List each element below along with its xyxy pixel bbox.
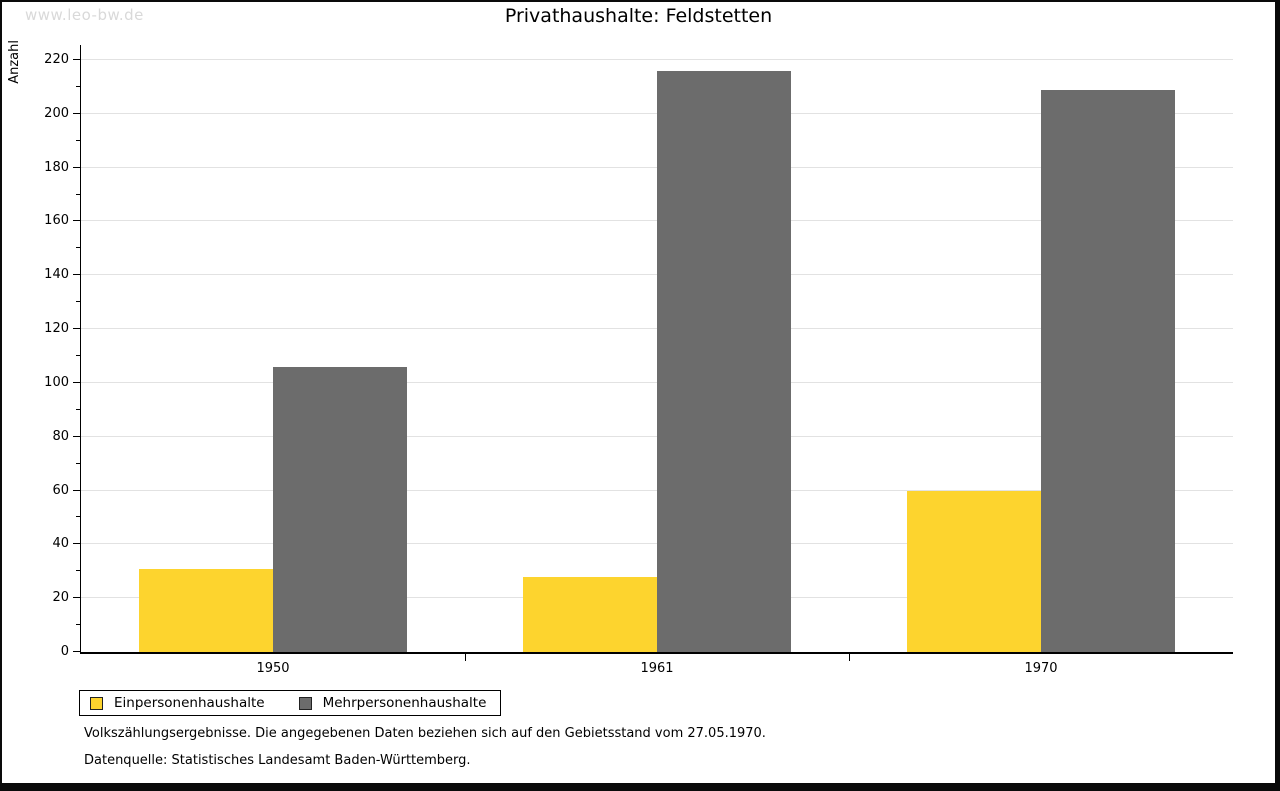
y-tick-label: 180 bbox=[44, 159, 69, 175]
y-tick-label: 140 bbox=[44, 267, 69, 283]
bar-Einpersonenhaushalte-1961 bbox=[523, 576, 657, 652]
y-tick-major bbox=[73, 59, 80, 60]
y-tick-label: 60 bbox=[52, 482, 69, 498]
y-tick-major bbox=[73, 220, 80, 222]
y-tick-major bbox=[73, 597, 80, 599]
y-tick-major bbox=[73, 166, 80, 168]
gridline bbox=[81, 59, 1233, 60]
y-tick-minor bbox=[76, 247, 80, 249]
y-tick-label: 40 bbox=[52, 536, 69, 552]
legend-label: Einpersonenhaushalte bbox=[114, 695, 265, 711]
bar-Einpersonenhaushalte-1950 bbox=[139, 568, 273, 652]
chart-title: Privathaushalte: Feldstetten bbox=[504, 5, 773, 27]
y-tick-major bbox=[73, 543, 80, 545]
y-tick-minor bbox=[76, 570, 80, 572]
plot-area: 0 20 40 60 80 100 120 140 160 180 200 220 1950 1961 19… bbox=[44, 45, 1233, 676]
bar-Mehrpersonenhaushalte-1970 bbox=[1041, 89, 1175, 652]
y-tick-major bbox=[73, 274, 80, 276]
y-tick-minor bbox=[76, 624, 80, 626]
y-tick-label: 220 bbox=[44, 52, 69, 67]
y-tick-minor bbox=[76, 301, 80, 303]
y-tick-label: 0 bbox=[60, 644, 69, 659]
bar-Einpersonenhaushalte-1970 bbox=[907, 490, 1041, 652]
x-tick bbox=[849, 654, 850, 661]
y-tick-label: 100 bbox=[44, 374, 69, 390]
x-tick-label: 1970 bbox=[1024, 661, 1058, 676]
footnote-source-note: Volkszählungsergebnisse. Die angegebenen… bbox=[84, 726, 766, 741]
y-tick-major bbox=[73, 651, 80, 652]
y-tick-label: 20 bbox=[52, 590, 69, 606]
y-tick-major bbox=[73, 328, 80, 330]
watermark: www.leo-bw.de bbox=[25, 6, 144, 24]
legend-label: Mehrpersonenhaushalte bbox=[322, 695, 487, 711]
y-tick-minor bbox=[76, 408, 80, 410]
bar-Mehrpersonenhaushalte-1950 bbox=[273, 366, 407, 652]
legend-swatch-icon bbox=[90, 696, 103, 710]
bar-Mehrpersonenhaushalte-1961 bbox=[657, 70, 791, 652]
y-tick-minor bbox=[76, 355, 80, 356]
y-tick-label: 120 bbox=[44, 321, 69, 337]
y-tick-major bbox=[73, 381, 80, 383]
legend-entry: Mehrpersonenhaushalte bbox=[298, 695, 487, 711]
y-tick-label: 160 bbox=[44, 213, 69, 229]
y-tick-major bbox=[73, 489, 80, 491]
y-tick-minor bbox=[76, 462, 80, 464]
y-tick-label: 80 bbox=[52, 428, 69, 444]
x-tick-label: 1961 bbox=[640, 661, 674, 676]
legend: Einpersonenhaushalte Mehrpersonenhaushalt… bbox=[79, 690, 502, 716]
y-tick-minor bbox=[76, 193, 80, 195]
legend-entry: Einpersonenhaushalte bbox=[90, 695, 265, 711]
y-tick-major bbox=[73, 112, 80, 114]
y-tick-label: 200 bbox=[44, 105, 69, 121]
legend-swatch-icon bbox=[298, 696, 312, 710]
y-tick-minor bbox=[76, 516, 80, 518]
y-axis-title: Anzahl bbox=[7, 40, 22, 84]
y-tick-minor bbox=[76, 85, 80, 87]
footnote-data-source: Datenquelle: Statistisches Landesamt Bad… bbox=[84, 753, 471, 768]
x-tick-label: 1950 bbox=[256, 661, 290, 676]
x-tick bbox=[465, 654, 466, 661]
y-tick-minor bbox=[76, 139, 80, 141]
y-tick-major bbox=[73, 435, 80, 437]
